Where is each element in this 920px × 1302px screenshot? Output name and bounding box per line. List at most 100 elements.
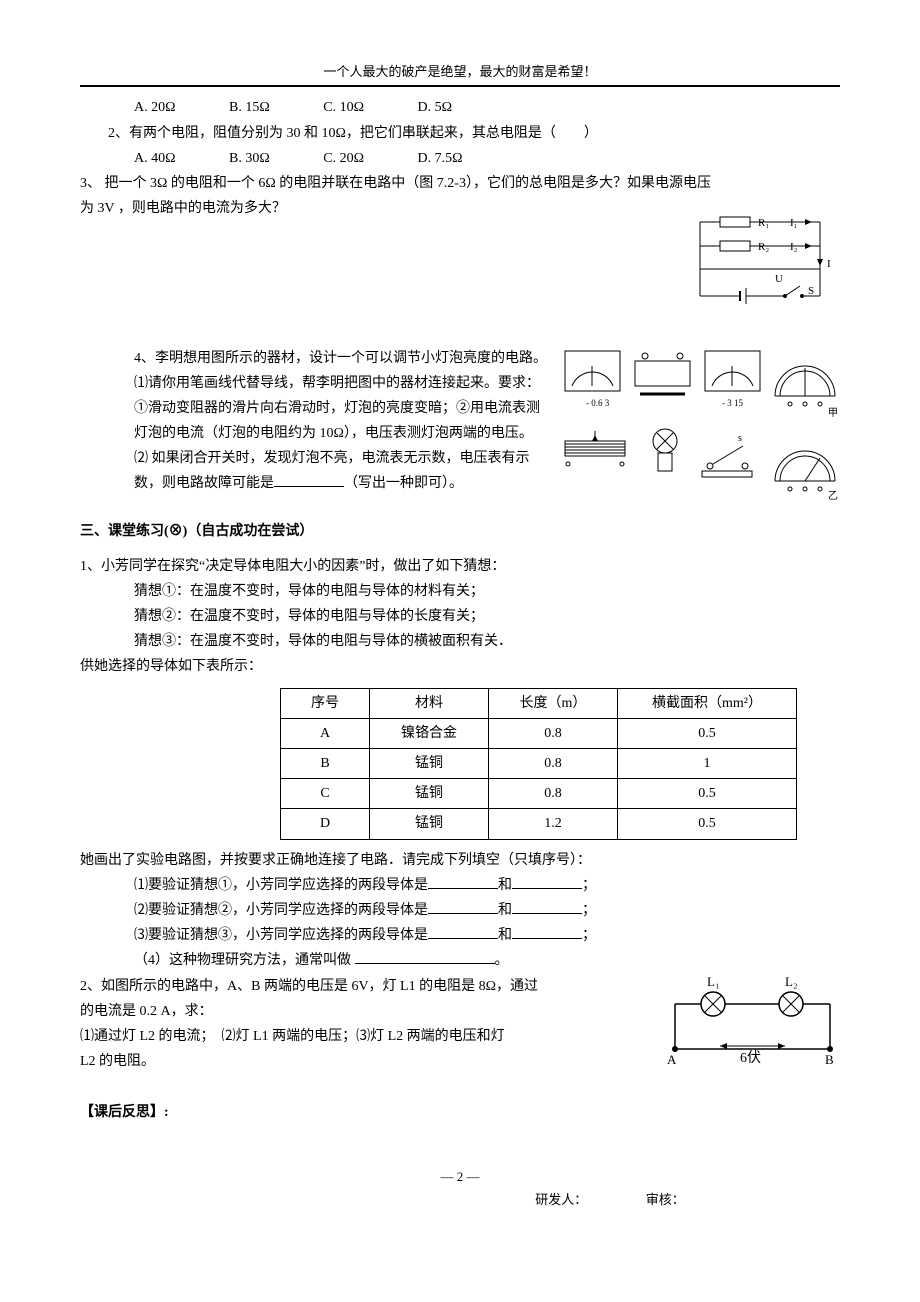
svg-text:I₂: I₂ [790, 241, 798, 253]
q4-line4: ⑵ 如果闭合开关时，发现灯泡不亮，电流表无示数，电压表有示 [80, 446, 550, 471]
cell: 锰铜 [370, 779, 489, 809]
svg-text:R₁: R₁ [758, 217, 769, 229]
p1-sub3: ⑶要验证猜想③，小芳同学应选择的两段导体是 和 ； [80, 923, 840, 948]
circuit-diagram-icon: R₁ I₁ R₂ I₂ I U S [690, 211, 840, 306]
opt-a: A. 40Ω [134, 146, 176, 171]
table-row: B锰铜0.81 [281, 749, 797, 779]
q2-options: A. 40Ω B. 30Ω C. 20Ω D. 7.5Ω [80, 146, 840, 171]
svg-text:L₂: L₂ [785, 974, 797, 989]
cell: D [281, 809, 370, 839]
p1-after-table: 她画出了实验电路图，并按要求正确地连接了电路．请完成下列填空（只填序号）： [80, 848, 840, 873]
text: 和 [498, 928, 512, 943]
cell: C [281, 779, 370, 809]
p2-l1: 2、如图所示的电路中，A、B 两端的电压是 6V，灯 L1 的电阻是 8Ω，通过 [80, 974, 655, 999]
q4-line5: 数，则电路故障可能是 （写出一种即可）。 [80, 471, 550, 496]
cell: 0.8 [489, 749, 618, 779]
svg-text:I₁: I₁ [790, 217, 798, 229]
blank-input[interactable] [428, 899, 498, 914]
col-area: 横截面积（mm²） [618, 688, 797, 718]
apparatus-figure-icon: - 0.6 3 - 3 15 甲 [560, 346, 840, 501]
cell: 锰铜 [370, 749, 489, 779]
cell: 0.5 [618, 809, 797, 839]
q4-line2: ①滑动变阻器的滑片向右滑动时，灯泡的亮度变暗；②用电流表测 [80, 396, 550, 421]
cell: 镍铬合金 [370, 718, 489, 748]
blank-input[interactable] [355, 949, 495, 964]
blank-input[interactable] [512, 899, 582, 914]
table-header-row: 序号 材料 长度（m） 横截面积（mm²） [281, 688, 797, 718]
p2-l4: L2 的电阻。 [80, 1049, 655, 1074]
blank-input[interactable] [428, 874, 498, 889]
svg-text:甲: 甲 [828, 408, 838, 419]
q2-stem: 2、有两个电阻，阻值分别为 30 和 10Ω，把它们串联起来，其总电阻是（ ） [80, 121, 840, 146]
q4-line0: 4、李明想用图所示的器材，设计一个可以调节小灯泡亮度的电路。 [80, 346, 550, 371]
series-circuit-icon: L₁ L₂ A B 6伏 [665, 974, 840, 1078]
text: 。 [495, 953, 509, 968]
text: （4）这种物理研究方法，通常叫做 [134, 953, 355, 968]
opt-d: D. 5Ω [418, 95, 453, 120]
cell: 锰铜 [370, 809, 489, 839]
p1-stem: 1、小芳同学在探究“决定导体电阻大小的因素”时，做出了如下猜想： [80, 554, 840, 579]
q4-line5-pre: 数，则电路故障可能是 [134, 476, 274, 491]
table-row: A镍铬合金0.80.5 [281, 718, 797, 748]
text: ； [582, 903, 596, 918]
blank-input[interactable] [512, 874, 582, 889]
svg-text:U: U [775, 273, 783, 285]
p2-l2: 的电流是 0.2 A，求： [80, 999, 655, 1024]
blank-input[interactable] [428, 924, 498, 939]
cell: 0.5 [618, 718, 797, 748]
q4-line3: 灯泡的电流（灯泡的电阻约为 10Ω），电压表测灯泡两端的电压。 [80, 421, 550, 446]
cell: 0.8 [489, 718, 618, 748]
header-quote: 一个人最大的破产是绝望，最大的财富是希望！ [80, 60, 840, 87]
svg-text:- 0.6 3: - 0.6 3 [586, 398, 610, 408]
p1-g3: 猜想③：在温度不变时，导体的电阻与导体的横被面积有关． [80, 629, 840, 654]
page-number: — 2 — [80, 1165, 840, 1188]
svg-text:R₂: R₂ [758, 241, 769, 253]
opt-b: B. 30Ω [229, 146, 270, 171]
q4-line5-post: （写出一种即可）。 [344, 476, 463, 491]
table-row: D锰铜1.20.5 [281, 809, 797, 839]
p1-table-intro: 供她选择的导体如下表所示： [80, 654, 840, 679]
p1-sub4: （4）这种物理研究方法，通常叫做 。 [80, 948, 840, 973]
p2-l3: ⑴通过灯 L2 的电流； ⑵灯 L1 两端的电压；⑶灯 L2 两端的电压和灯 [80, 1024, 655, 1049]
cell: 1 [618, 749, 797, 779]
p1-sub1: ⑴要验证猜想①，小芳同学应选择的两段导体是 和 ； [80, 873, 840, 898]
svg-text:A: A [667, 1052, 677, 1067]
cell: 1.2 [489, 809, 618, 839]
opt-b: B. 15Ω [229, 95, 270, 120]
q4-block: 4、李明想用图所示的器材，设计一个可以调节小灯泡亮度的电路。 ⑴请你用笔画线代替… [80, 346, 840, 501]
col-len: 长度（m） [489, 688, 618, 718]
text: ； [582, 928, 596, 943]
svg-text:B: B [825, 1052, 834, 1067]
q3-line1: 3、 把一个 3Ω 的电阻和一个 6Ω 的电阻并联在电路中（图 7.2-3），它… [80, 171, 840, 196]
cell: 0.8 [489, 779, 618, 809]
p1-g2: 猜想②：在温度不变时，导体的电阻与导体的长度有关； [80, 604, 840, 629]
opt-c: C. 10Ω [323, 95, 364, 120]
p1-sub2: ⑵要验证猜想②，小芳同学应选择的两段导体是 和 ； [80, 898, 840, 923]
blank-input[interactable] [274, 472, 344, 487]
footer-sign: 研发人： 审核： [80, 1188, 840, 1211]
svg-text:I: I [827, 258, 831, 270]
p1-g1: 猜想①：在温度不变时，导体的电阻与导体的材料有关； [80, 579, 840, 604]
text: ； [582, 878, 596, 893]
q-prev-options: A. 20Ω B. 15Ω C. 10Ω D. 5Ω [80, 95, 840, 120]
opt-d: D. 7.5Ω [418, 146, 463, 171]
cell: A [281, 718, 370, 748]
col-mat: 材料 [370, 688, 489, 718]
p2-block: 2、如图所示的电路中，A、B 两端的电压是 6V，灯 L1 的电阻是 8Ω，通过… [80, 974, 840, 1078]
reflect-title: 【课后反思】: [80, 1100, 840, 1125]
text: 和 [498, 878, 512, 893]
table-row: C锰铜0.80.5 [281, 779, 797, 809]
text: ⑴要验证猜想①，小芳同学应选择的两段导体是 [134, 878, 428, 893]
cell: 0.5 [618, 779, 797, 809]
text: 和 [498, 903, 512, 918]
svg-text:S: S [808, 285, 814, 297]
blank-input[interactable] [512, 924, 582, 939]
text: ⑵要验证猜想②，小芳同学应选择的两段导体是 [134, 903, 428, 918]
text: ⑶要验证猜想③，小芳同学应选择的两段导体是 [134, 928, 428, 943]
svg-text:L₁: L₁ [707, 974, 719, 989]
section3-title: 三、课堂练习(⊗)（自古成功在尝试） [80, 519, 840, 544]
svg-text:- 3 15: - 3 15 [722, 398, 743, 408]
svg-text:s: s [738, 433, 742, 444]
svg-text:乙: 乙 [828, 490, 838, 501]
conductor-table: 序号 材料 长度（m） 横截面积（mm²） A镍铬合金0.80.5 B锰铜0.8… [280, 688, 797, 840]
